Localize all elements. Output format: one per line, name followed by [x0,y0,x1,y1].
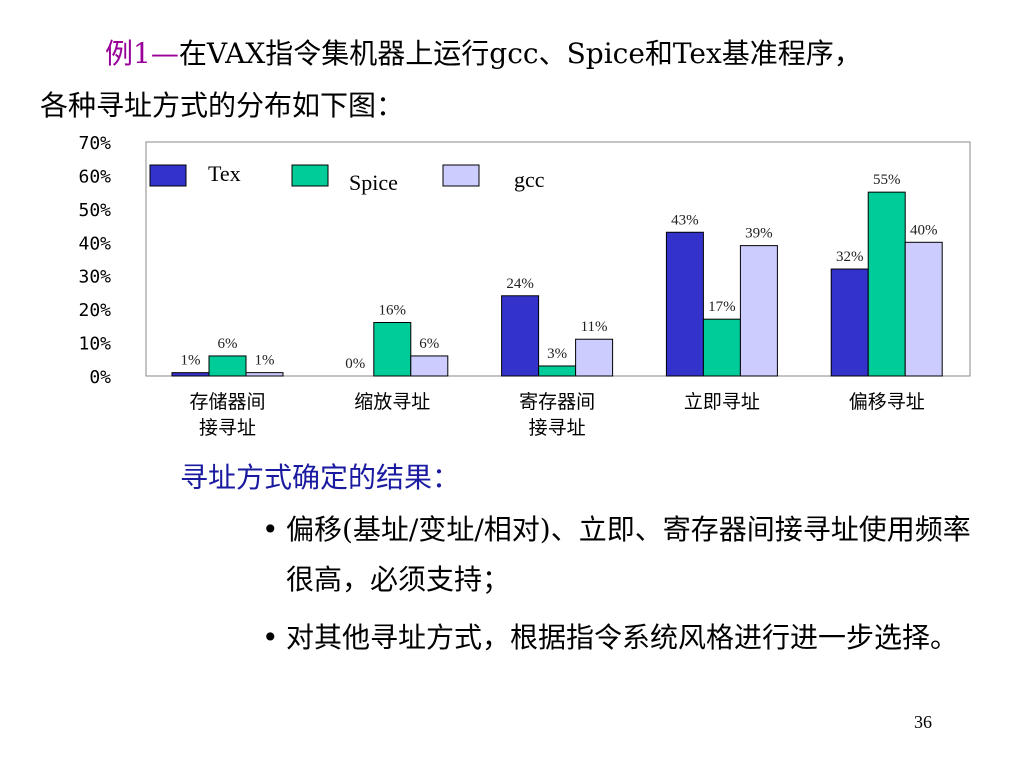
data-label: 6% [419,336,439,352]
data-label: 6% [218,336,238,352]
data-label: 3% [547,346,567,362]
legend-swatch-tex [149,164,187,187]
legend-label-spice: Spice [349,170,398,195]
intro-line-2: 各种寻址方式的分布如下图： [40,89,405,122]
data-label: 55% [873,172,901,188]
bullet-icon: • [262,621,279,654]
y-tick-label: 70% [78,133,111,154]
bar-spice [373,322,412,377]
data-label: 11% [581,319,608,335]
legend-label-tex: Tex [208,161,241,186]
x-category-label: 偏移寻址 [849,391,925,413]
data-label: 32% [836,249,864,265]
y-tick-label: 60% [78,166,111,187]
result-bullet-1: • 偏移(基址/变址/相对)、立即、寄存器间接寻址使用频率很高，必须支持； [262,505,982,605]
intro-line-1: 例1—在VAX指令集机器上运行gcc、Spice和Tex基准程序， [40,28,990,80]
bar-gcc [245,372,284,377]
x-category-label: 存储器间 [189,391,265,413]
x-category-label: 接寻址 [199,417,256,439]
bar-tex [665,231,704,377]
x-category-label: 接寻址 [529,417,586,439]
data-label: 43% [671,212,699,228]
legend-swatch-gcc [442,164,480,187]
bar-spice [208,355,247,377]
data-label: 24% [506,276,534,292]
data-label: 40% [910,222,938,238]
result-bullet-2-text: 对其他寻址方式，根据指令系统风格进行进一步选择。 [286,621,959,654]
result-bullet-1-text: 偏移(基址/变址/相对)、立即、寄存器间接寻址使用频率很高，必须支持； [286,513,971,596]
y-tick-label: 50% [78,200,111,221]
legend-label-gcc: gcc [514,167,545,192]
result-bullet-list: • 偏移(基址/变址/相对)、立即、寄存器间接寻址使用频率很高，必须支持； • … [262,505,982,671]
y-tick-label: 40% [78,233,111,254]
bar-spice [867,191,906,377]
data-label: 1% [255,353,275,369]
bar-spice [538,365,577,377]
page-number: 36 [914,712,932,732]
legend-swatch-spice [291,164,329,187]
bar-spice [702,318,741,377]
data-label: 0% [345,356,365,372]
y-tick-label: 30% [78,267,111,288]
y-tick-label: 20% [78,300,111,321]
x-category-label: 缩放寻址 [354,391,430,413]
x-category-label: 立即寻址 [684,391,760,413]
data-label: 17% [708,299,736,315]
bar-tex [830,268,869,377]
bar-gcc [410,355,449,377]
bar-tex [171,372,210,377]
example-label: 例1— [105,37,179,70]
bar-gcc [575,338,614,377]
result-heading: 寻址方式确定的结果： [180,461,461,494]
x-category-label: 寄存器间 [519,391,595,413]
bar-tex [501,295,540,377]
bar-gcc [739,245,778,377]
intro-text: 例1—在VAX指令集机器上运行gcc、Spice和Tex基准程序， 各种寻址方式… [40,28,990,132]
y-tick-label: 10% [78,334,111,355]
bar-gcc [904,241,943,377]
bullet-icon: • [262,513,279,546]
result-bullet-2: • 对其他寻址方式，根据指令系统风格进行进一步选择。 [262,613,982,663]
data-label: 16% [379,303,407,319]
data-label: 1% [181,353,201,369]
y-tick-label: 0% [89,367,111,388]
intro-line-1-text: 在VAX指令集机器上运行gcc、Spice和Tex基准程序， [178,37,862,70]
data-label: 39% [745,226,773,242]
